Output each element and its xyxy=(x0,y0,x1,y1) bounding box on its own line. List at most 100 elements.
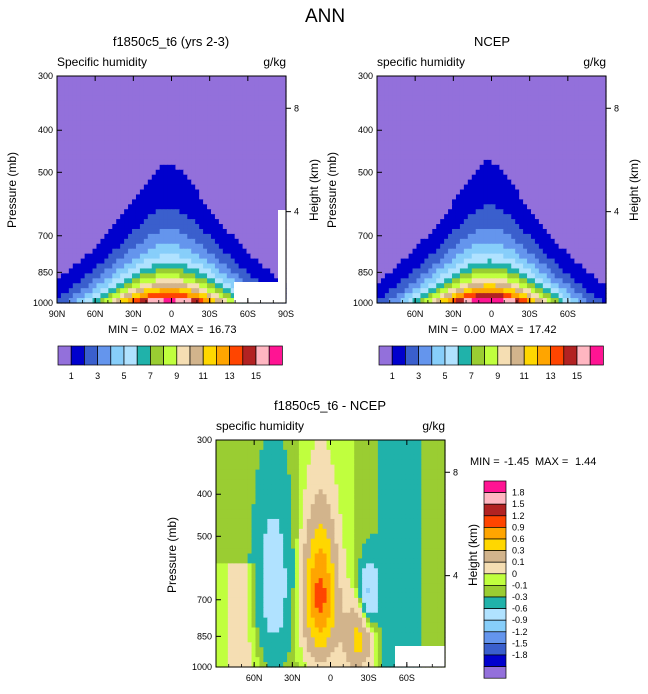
contour-cell xyxy=(459,233,465,240)
contour-cell xyxy=(550,174,556,181)
contour-cell xyxy=(262,268,267,274)
contour-cell xyxy=(495,125,500,131)
contour-cell xyxy=(519,100,524,107)
contour-cell xyxy=(88,130,94,136)
contour-cell xyxy=(171,258,177,265)
contour-cell xyxy=(542,194,548,200)
contour-cell xyxy=(511,154,516,161)
contour-cell xyxy=(179,189,184,196)
contour-cell xyxy=(262,164,267,171)
contour-cell xyxy=(546,169,552,176)
contour-cell xyxy=(530,199,536,205)
contour-cell xyxy=(396,80,402,87)
contour-cell xyxy=(135,268,141,274)
contour-cell xyxy=(278,199,283,205)
contour-cell xyxy=(147,179,153,186)
contour-cell xyxy=(207,228,212,235)
contour-cell xyxy=(542,189,548,196)
contour-cell xyxy=(171,219,177,225)
contour-cell xyxy=(175,258,180,265)
contour-cell xyxy=(143,120,149,126)
contour-cell xyxy=(424,120,429,126)
contour-cell xyxy=(218,238,224,245)
contour-cell xyxy=(590,110,595,117)
contour-cell xyxy=(100,228,105,235)
contour-cell xyxy=(412,80,418,87)
contour-cell xyxy=(495,105,500,112)
contour-cell xyxy=(96,263,102,270)
contour-cell xyxy=(523,209,528,215)
contour-cell xyxy=(558,243,564,250)
contour-cell xyxy=(242,204,248,210)
contour-cell xyxy=(163,258,169,265)
contour-cell xyxy=(463,159,469,166)
contour-cell xyxy=(377,238,382,245)
contour-cell xyxy=(534,238,540,245)
contour-cell xyxy=(459,76,465,82)
contour-cell xyxy=(139,184,145,191)
contour-cell xyxy=(424,130,429,136)
contour-cell xyxy=(523,159,528,166)
contour-cell xyxy=(270,105,275,112)
contour-cell xyxy=(80,150,86,156)
contour-cell xyxy=(487,174,493,181)
contour-cell xyxy=(76,85,82,92)
contour-cell xyxy=(586,219,591,225)
contour-cell xyxy=(388,238,394,245)
contour-cell xyxy=(420,159,425,166)
contour-cell xyxy=(436,243,441,250)
contour-cell xyxy=(147,164,153,171)
contour-cell xyxy=(159,110,165,117)
contour-cell xyxy=(408,184,414,191)
contour-cell xyxy=(455,164,461,171)
contour-cell xyxy=(183,204,188,210)
contour-cell xyxy=(183,80,188,87)
contour-cell xyxy=(120,105,125,112)
contour-cell xyxy=(151,288,157,294)
contour-cell xyxy=(578,80,583,87)
contour-cell xyxy=(274,209,279,215)
contour-cell xyxy=(590,209,595,215)
contour-cell xyxy=(258,130,263,136)
contour-cell xyxy=(57,125,62,131)
contour-cell xyxy=(574,105,579,112)
contour-cell xyxy=(420,135,425,141)
contour-cell xyxy=(214,238,220,245)
contour-cell xyxy=(380,135,386,141)
contour-cell xyxy=(214,214,220,220)
contour-cell xyxy=(483,164,489,171)
contour-cell xyxy=(471,105,477,112)
contour-cell xyxy=(191,194,196,200)
contour-cell xyxy=(432,164,437,171)
contour-cell xyxy=(432,179,437,186)
contour-cell xyxy=(226,169,232,176)
contour-cell xyxy=(175,263,180,270)
contour-cell xyxy=(483,238,489,245)
contour-cell xyxy=(574,120,579,126)
contour-cell xyxy=(163,174,169,181)
contour-cell xyxy=(108,76,113,82)
contour-cell xyxy=(519,110,524,117)
contour-cell xyxy=(250,135,256,141)
contour-cell xyxy=(199,214,204,220)
contour-cell xyxy=(104,263,109,270)
contour-cell xyxy=(519,184,524,191)
contour-cell xyxy=(444,115,449,122)
contour-cell xyxy=(440,224,445,230)
contour-cell xyxy=(282,164,287,171)
contour-cell xyxy=(258,95,263,102)
contour-cell xyxy=(262,140,267,146)
contour-cell xyxy=(60,174,66,181)
contour-cell xyxy=(475,85,481,92)
panel-model-max-value: 16.73 xyxy=(209,324,237,336)
contour-cell xyxy=(550,159,556,166)
contour-cell xyxy=(428,135,433,141)
contour-cell xyxy=(380,233,386,240)
contour-cell xyxy=(96,273,102,279)
contour-cell xyxy=(57,115,62,122)
contour-cell xyxy=(467,164,473,171)
contour-cell xyxy=(274,189,279,196)
contour-cell xyxy=(558,199,564,205)
panel-model-colorbar: 1 3 5 7 9 11 13 15 xyxy=(57,345,283,381)
contour-cell xyxy=(147,95,153,102)
